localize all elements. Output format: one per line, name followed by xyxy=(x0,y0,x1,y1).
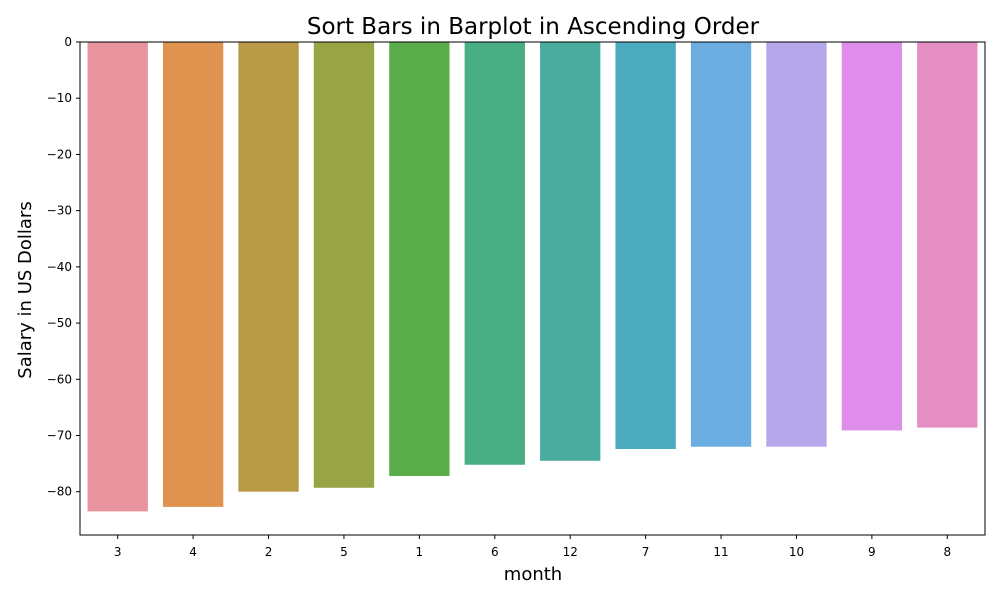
plot-frame xyxy=(79,41,986,536)
x-tick-label: 8 xyxy=(943,545,951,559)
bar-month-5 xyxy=(313,42,375,488)
y-axis-ticks: 0 −10 −20 −30 −40 −50 −60 −70 −80 xyxy=(47,35,80,499)
x-tick-label: 12 xyxy=(563,545,578,559)
bar-month-1 xyxy=(389,42,450,476)
x-tick-label: 3 xyxy=(114,545,122,559)
y-tick-label: −70 xyxy=(47,429,72,443)
bar-month-10 xyxy=(766,42,827,447)
bar-month-7 xyxy=(615,42,676,449)
y-tick-label: −10 xyxy=(47,91,72,105)
x-tick-label: 9 xyxy=(868,545,876,559)
x-tick-label: 5 xyxy=(340,545,348,559)
y-tick-label: −60 xyxy=(47,372,72,386)
bar-month-12 xyxy=(540,42,601,461)
bars-group xyxy=(87,42,978,512)
x-tick-label: 2 xyxy=(265,545,273,559)
y-axis-label: Salary in US Dollars xyxy=(15,201,36,378)
x-tick-label: 6 xyxy=(491,545,499,559)
y-tick-label: −50 xyxy=(47,316,72,330)
x-axis-label: month xyxy=(504,564,562,585)
x-tick-label: 11 xyxy=(713,545,728,559)
y-tick-label: −40 xyxy=(47,260,72,274)
bar-month-3 xyxy=(87,42,148,512)
x-axis-ticks: 3 4 2 5 1 6 12 7 11 10 9 8 xyxy=(114,535,951,559)
x-tick-label: 4 xyxy=(189,545,197,559)
y-tick-label: −80 xyxy=(47,485,72,499)
bar-month-8 xyxy=(917,42,978,428)
y-tick-label: −30 xyxy=(47,204,72,218)
bar-month-11 xyxy=(690,42,752,447)
bar-month-4 xyxy=(162,42,224,507)
bar-month-9 xyxy=(841,42,903,431)
x-tick-label: 7 xyxy=(642,545,650,559)
chart-title: Sort Bars in Barplot in Ascending Order xyxy=(307,14,760,40)
x-tick-label: 1 xyxy=(416,545,424,559)
bar-month-2 xyxy=(238,42,299,492)
bar-month-6 xyxy=(464,42,525,465)
x-tick-label: 10 xyxy=(789,545,804,559)
y-tick-label: −20 xyxy=(47,147,72,161)
y-tick-label: 0 xyxy=(64,35,72,49)
